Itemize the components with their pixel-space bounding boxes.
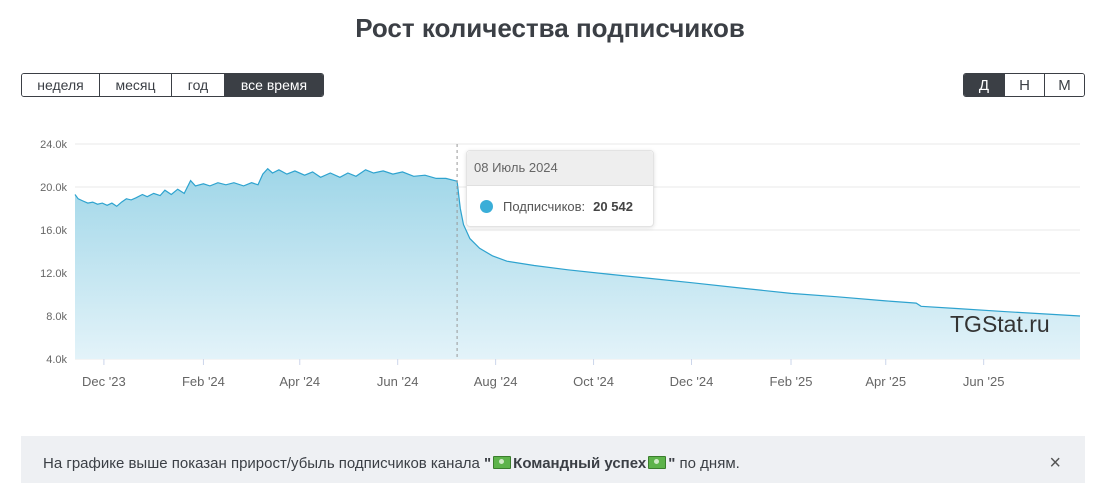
x-tick-label: Dec '24 — [670, 374, 714, 389]
info-banner: На графике выше показан прирост/убыль по… — [21, 436, 1085, 483]
y-tick-label: 16.0k — [40, 225, 67, 237]
money-icon — [493, 456, 512, 469]
tooltip-series-label: Подписчиков: — [503, 199, 586, 214]
y-tick-label: 12.0k — [40, 268, 67, 280]
period-month-button[interactable]: месяц — [100, 74, 172, 96]
granularity-selector: Д Н М — [963, 73, 1085, 97]
info-text-after: по дням. — [675, 455, 740, 472]
granularity-day-button[interactable]: Д — [964, 74, 1005, 96]
y-tick-label: 8.0k — [46, 311, 67, 323]
period-all-time-button[interactable]: все время — [225, 74, 323, 96]
subscribers-area — [75, 168, 1080, 359]
info-quote-open: " — [484, 455, 492, 472]
x-tick-label: Oct '24 — [573, 374, 614, 389]
subscribers-line — [74, 167, 1081, 317]
series-dot-icon — [480, 200, 493, 213]
granularity-month-button[interactable]: М — [1045, 74, 1084, 96]
y-axis: 4.0k 8.0k 12.0k 16.0k 20.0k 24.0k — [40, 139, 67, 366]
x-tick-label: Feb '24 — [182, 374, 225, 389]
close-icon[interactable]: × — [1049, 452, 1061, 474]
x-axis: Dec '23 Feb '24 Apr '24 Jun '24 Aug '24 Oct '… — [82, 359, 1004, 389]
chart-tooltip: 08 Июль 2024 Подписчиков: 20 542 — [466, 150, 654, 227]
channel-name: Командный успех — [513, 455, 647, 472]
tooltip-date: 08 Июль 2024 — [467, 151, 653, 186]
granularity-week-button[interactable]: Н — [1005, 74, 1045, 96]
money-icon — [648, 456, 667, 469]
chart-title: Рост количества подписчиков — [355, 13, 745, 43]
y-tick-label: 4.0k — [46, 354, 67, 366]
watermark: TGStat.ru — [950, 311, 1050, 337]
x-tick-label: Apr '25 — [865, 374, 906, 389]
period-week-button[interactable]: неделя — [22, 74, 100, 96]
x-tick-label: Jun '25 — [963, 374, 1005, 389]
x-tick-label: Feb '25 — [770, 374, 813, 389]
x-tick-label: Aug '24 — [474, 374, 518, 389]
period-year-button[interactable]: год — [172, 74, 225, 96]
tooltip-row: Подписчиков: 20 542 — [480, 199, 633, 214]
y-tick-label: 24.0k — [40, 139, 67, 151]
x-tick-label: Dec '23 — [82, 374, 126, 389]
x-tick-label: Jun '24 — [377, 374, 419, 389]
info-quote-close: " — [668, 455, 676, 472]
period-selector: неделя месяц год все время — [21, 73, 324, 97]
x-tick-label: Apr '24 — [279, 374, 320, 389]
info-text-before: На графике выше показан прирост/убыль по… — [43, 455, 485, 472]
y-tick-label: 20.0k — [40, 182, 67, 194]
tooltip-value: 20 542 — [593, 199, 633, 214]
subscribers-chart[interactable]: 4.0k 8.0k 12.0k 16.0k 20.0k 24.0k Dec '23 Feb … — [0, 128, 1100, 398]
